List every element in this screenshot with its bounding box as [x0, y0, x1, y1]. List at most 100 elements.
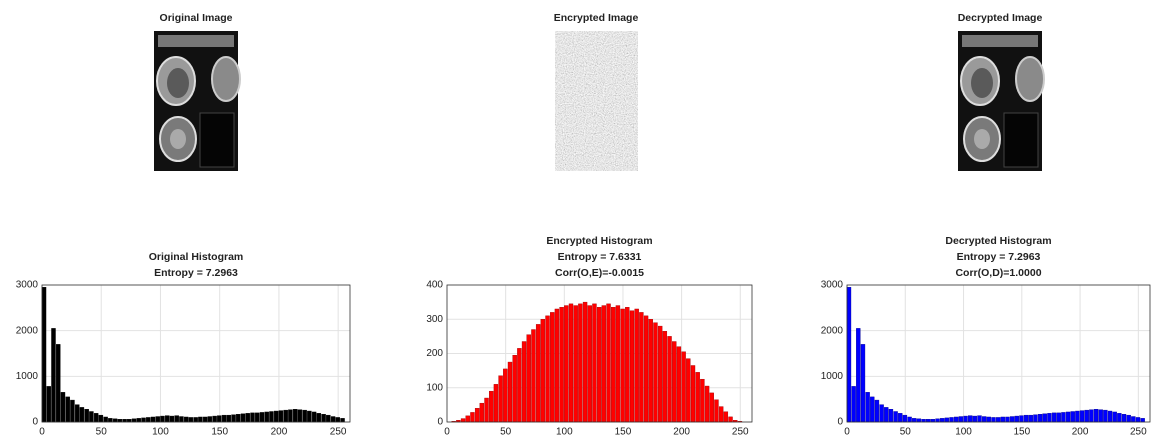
bar	[569, 304, 573, 422]
bar	[298, 410, 302, 422]
chart-subtitle: Entropy = 7.2963	[957, 251, 1041, 263]
bar	[588, 306, 592, 422]
bar	[1094, 409, 1098, 422]
bar	[1127, 415, 1131, 422]
bar	[987, 417, 991, 422]
bar	[255, 413, 259, 422]
bar	[194, 417, 198, 422]
bar	[1033, 415, 1037, 422]
bar	[1075, 411, 1079, 422]
x-tick-label: 50	[900, 427, 912, 438]
bar	[213, 416, 217, 422]
bar	[682, 352, 686, 422]
bar	[66, 397, 70, 422]
bar	[75, 405, 79, 422]
y-tick-label: 400	[426, 280, 443, 291]
bar	[307, 411, 311, 422]
y-tick-label: 3000	[16, 280, 39, 291]
bar	[968, 416, 972, 422]
bar	[1080, 411, 1084, 422]
bar	[246, 413, 250, 422]
bar	[179, 417, 183, 422]
x-tick-label: 250	[732, 427, 749, 438]
bar	[1131, 417, 1135, 422]
decrypted-image: Decrypted Image	[958, 12, 1044, 171]
x-tick-label: 100	[955, 427, 972, 438]
x-tick-label: 150	[615, 427, 632, 438]
bar	[341, 418, 345, 422]
bar	[954, 417, 958, 422]
bar	[160, 416, 164, 422]
bar	[156, 417, 160, 422]
chart-subtitle: Entropy = 7.2963	[154, 267, 238, 279]
chart-title: Decrypted Histogram	[945, 235, 1051, 247]
bar	[293, 409, 297, 422]
bar	[856, 328, 860, 422]
y-tick-label: 1000	[821, 371, 844, 382]
bar	[61, 392, 65, 422]
bar	[847, 287, 851, 422]
bar	[630, 311, 634, 422]
bar	[696, 372, 700, 422]
bar	[616, 306, 620, 422]
bar	[184, 417, 188, 422]
x-tick-label: 250	[330, 427, 347, 438]
bar	[85, 409, 89, 422]
bar	[317, 413, 321, 422]
bar	[99, 415, 103, 422]
bar	[583, 302, 587, 422]
image-title: Decrypted Image	[958, 12, 1043, 24]
bar	[1061, 412, 1065, 422]
bar	[950, 417, 954, 422]
bar	[852, 386, 856, 422]
bar	[705, 386, 709, 422]
bar	[884, 407, 888, 422]
bar	[56, 344, 60, 422]
bar	[480, 403, 484, 422]
bar	[527, 335, 531, 422]
bar	[922, 419, 926, 422]
bar	[1108, 411, 1112, 422]
bar	[710, 393, 714, 422]
bar	[461, 419, 465, 422]
bar	[127, 419, 131, 422]
bar	[279, 411, 283, 422]
bar	[940, 418, 944, 422]
bar	[284, 410, 288, 422]
x-tick-label: 200	[271, 427, 288, 438]
bar	[908, 417, 912, 422]
bar	[1085, 410, 1089, 422]
bar	[597, 307, 601, 422]
bar	[132, 419, 136, 422]
x-tick-label: 50	[96, 427, 108, 438]
y-tick-label: 0	[837, 417, 843, 428]
x-tick-label: 0	[444, 427, 450, 438]
y-tick-label: 3000	[821, 280, 844, 291]
bar	[714, 400, 718, 422]
x-tick-label: 150	[211, 427, 228, 438]
bar	[555, 309, 559, 422]
bar	[170, 416, 174, 422]
bar	[917, 419, 921, 422]
bar	[978, 416, 982, 422]
bar	[611, 307, 615, 422]
bar	[142, 418, 146, 422]
bar	[1015, 416, 1019, 422]
bar	[1038, 414, 1042, 422]
bar	[175, 416, 179, 422]
bar	[331, 417, 335, 422]
x-tick-label: 0	[844, 427, 850, 438]
bar	[265, 412, 269, 422]
bar	[621, 309, 625, 422]
x-tick-label: 0	[39, 427, 45, 438]
y-tick-label: 100	[426, 382, 443, 393]
bar	[203, 417, 207, 422]
bar	[494, 384, 498, 422]
x-tick-label: 250	[1130, 427, 1147, 438]
bar	[322, 414, 326, 422]
x-tick-label: 200	[1072, 427, 1089, 438]
bar	[222, 415, 226, 422]
bar	[189, 417, 193, 422]
plot-area	[847, 285, 1150, 422]
bar	[653, 323, 657, 422]
